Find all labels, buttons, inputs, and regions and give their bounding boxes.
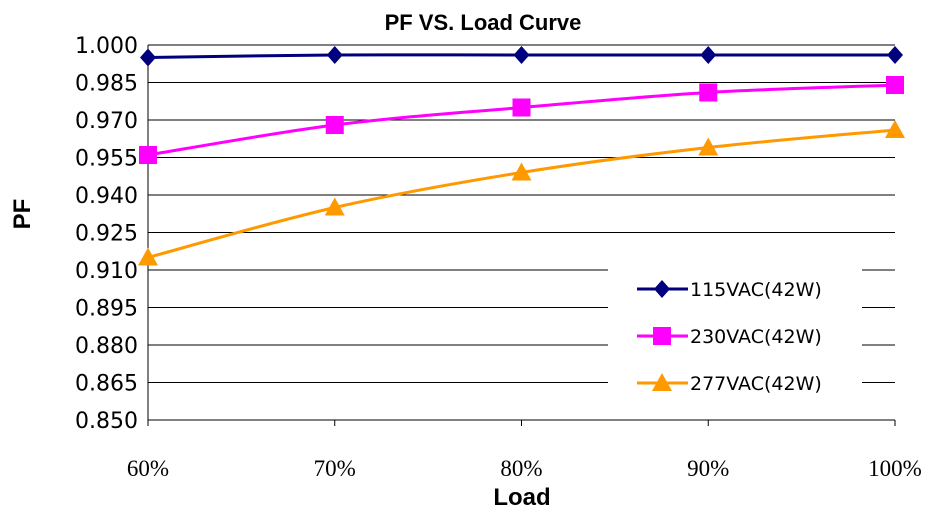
x-tick-label: 90% bbox=[687, 456, 729, 481]
x-tick-label: 100% bbox=[868, 456, 922, 481]
triangle-marker bbox=[698, 137, 719, 156]
y-tick-label: 0.925 bbox=[75, 222, 138, 247]
series-group bbox=[138, 46, 905, 266]
gridlines bbox=[148, 44, 895, 421]
y-tick-label: 0.985 bbox=[75, 72, 138, 97]
y-tick-label: 0.895 bbox=[75, 297, 138, 322]
x-tick-labels: 60% 70% 80% 90% 100% bbox=[127, 420, 922, 481]
y-axis-title: PF bbox=[9, 199, 36, 230]
triangle-marker bbox=[885, 120, 905, 138]
x-tick-label: 60% bbox=[127, 456, 169, 481]
y-tick-label: 0.955 bbox=[75, 147, 138, 172]
y-tick-labels: 0.850 0.865 0.880 0.895 0.910 0.925 0.940 0.955… bbox=[75, 34, 138, 434]
square-marker bbox=[699, 83, 718, 102]
legend-label: 277VAC(42W) bbox=[690, 373, 822, 395]
y-tick-label: 0.850 bbox=[75, 409, 138, 434]
series-line bbox=[147, 128, 896, 259]
x-tick-label: 70% bbox=[314, 456, 356, 481]
y-tick-label: 0.880 bbox=[75, 334, 138, 359]
series-2 bbox=[139, 76, 904, 164]
y-tick-label: 0.940 bbox=[75, 184, 138, 209]
triangle-marker bbox=[138, 247, 158, 266]
triangle-marker bbox=[652, 373, 672, 391]
chart-title: PF VS. Load Curve bbox=[385, 10, 582, 35]
square-marker bbox=[653, 327, 671, 345]
diamond-marker bbox=[140, 48, 156, 67]
legend-label: 115VAC(42W) bbox=[690, 279, 822, 301]
triangle-marker bbox=[511, 162, 532, 181]
legend-entry: 115VAC(42W) bbox=[637, 279, 822, 301]
square-marker bbox=[512, 98, 531, 117]
y-tick-label: 0.865 bbox=[75, 372, 138, 397]
legend-entry: 230VAC(42W) bbox=[637, 326, 822, 348]
diamond-marker bbox=[654, 280, 670, 298]
triangle-marker bbox=[324, 197, 345, 216]
legend-background bbox=[608, 266, 862, 416]
square-marker bbox=[139, 146, 157, 164]
legend-items: 115VAC(42W) 230VAC(42W) 277VAC(42W) bbox=[637, 279, 822, 395]
square-marker bbox=[325, 116, 344, 134]
diamond-marker bbox=[887, 46, 903, 64]
y-tick-label: 1.000 bbox=[75, 34, 138, 59]
series-1 bbox=[140, 46, 903, 67]
diamond-marker bbox=[700, 46, 717, 64]
legend: 115VAC(42W) 230VAC(42W) 277VAC(42W) bbox=[608, 266, 862, 416]
x-tick-label: 80% bbox=[500, 456, 542, 481]
diamond-marker bbox=[326, 46, 343, 64]
x-axis-title: Load bbox=[493, 484, 550, 511]
square-marker bbox=[886, 76, 904, 94]
series-3 bbox=[138, 120, 905, 266]
diamond-marker bbox=[513, 46, 530, 64]
y-tick-label: 0.910 bbox=[75, 259, 138, 284]
y-tick-label: 0.970 bbox=[75, 109, 138, 134]
legend-label: 230VAC(42W) bbox=[690, 326, 822, 348]
legend-entry: 277VAC(42W) bbox=[637, 373, 822, 395]
